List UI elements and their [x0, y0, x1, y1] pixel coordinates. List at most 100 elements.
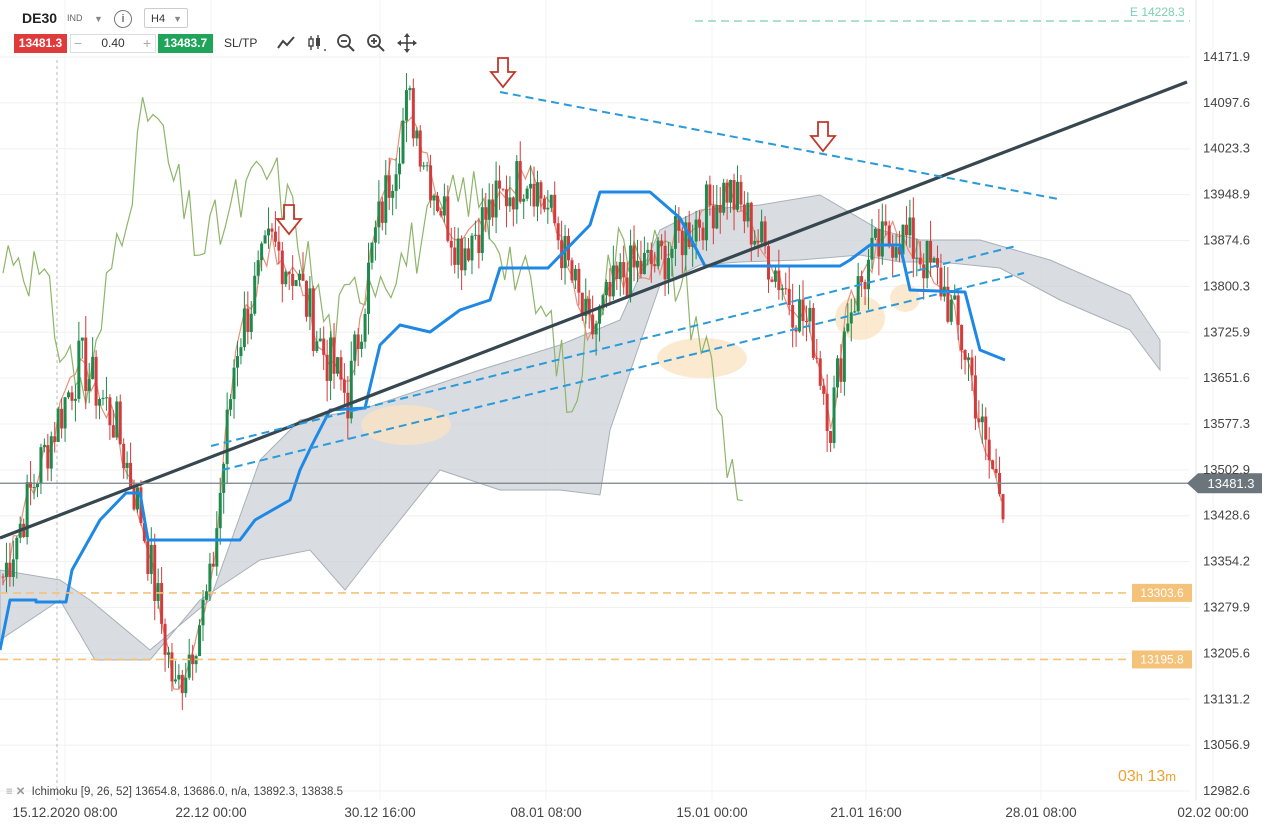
candle-body	[284, 271, 288, 285]
candle-body	[904, 224, 908, 236]
candle-body	[215, 528, 219, 567]
candle-body	[653, 264, 657, 267]
zoom-out-icon[interactable]	[336, 33, 356, 53]
highlight-zone	[657, 338, 747, 378]
candle-body	[101, 397, 105, 400]
candle-body	[670, 248, 674, 259]
candle-body	[132, 487, 136, 510]
candle-body	[804, 321, 808, 323]
trend-lines: 13481.3	[0, 80, 1262, 540]
candle-body	[311, 288, 315, 351]
candle-body	[842, 331, 846, 382]
candle-body	[73, 398, 77, 401]
timer-minutes: 13	[1147, 768, 1166, 785]
candle-body	[749, 202, 753, 245]
candle-body	[791, 304, 795, 328]
candle-body	[435, 195, 439, 211]
candle-body	[146, 541, 150, 575]
info-icon[interactable]: i	[114, 10, 132, 28]
candle-body	[301, 273, 305, 281]
current-price-tag	[1187, 473, 1262, 494]
sltp-button[interactable]: SL/TP	[224, 36, 258, 50]
candle-body	[367, 262, 371, 314]
candle-body	[187, 654, 191, 678]
candle-body	[222, 463, 226, 493]
lower-channel-line[interactable]	[221, 272, 1025, 471]
timeframe-select[interactable]: H4 ▼	[144, 8, 188, 28]
candle-body	[104, 397, 108, 399]
symbol-dropdown-icon[interactable]: ▼	[94, 14, 103, 24]
candle-body	[56, 408, 60, 442]
line-chart-icon[interactable]	[276, 33, 296, 53]
candle-body	[4, 562, 8, 578]
candle-body	[98, 399, 102, 406]
candle-body	[332, 337, 336, 374]
candle-body	[225, 409, 229, 464]
candle-body	[487, 199, 491, 220]
candle-body	[32, 487, 36, 489]
candle-body	[629, 245, 633, 297]
candle-body	[642, 252, 646, 275]
time-tick-label: 15.01 00:00	[676, 805, 747, 820]
candle-body	[308, 288, 312, 317]
volume-increase-button[interactable]: +	[143, 35, 152, 51]
candle-body	[701, 227, 705, 241]
candle-body	[753, 240, 757, 245]
candle-body	[491, 199, 495, 218]
candle-body	[42, 445, 46, 448]
candle-body	[211, 563, 215, 567]
candle-body	[825, 393, 829, 432]
candle-body	[780, 288, 784, 291]
candle-body	[91, 356, 95, 380]
upper-channel-line[interactable]	[210, 245, 1017, 447]
candle-body	[863, 282, 867, 290]
candle-body	[298, 273, 302, 281]
candle-body	[846, 323, 850, 332]
main-trend-line[interactable]	[0, 80, 1188, 540]
candle-body	[508, 197, 512, 207]
zoom-in-icon[interactable]	[366, 33, 386, 53]
price-tick-label: 13056.9	[1203, 737, 1250, 752]
volume-decrease-button[interactable]: −	[74, 35, 83, 51]
candle-body	[39, 447, 43, 484]
candle-body	[973, 375, 977, 419]
candle-body	[798, 299, 802, 332]
indicator-legend[interactable]: ≡ ✕ Ichimoku [9, 26, 52] 13654.8, 13686.0…	[6, 784, 343, 798]
candle-body	[553, 194, 557, 224]
close-icon[interactable]: ✕	[15, 786, 26, 798]
candle-body	[656, 240, 660, 267]
price-tick-label: 13354.2	[1203, 554, 1250, 569]
candles-icon[interactable]	[306, 33, 326, 53]
candle-body	[401, 120, 405, 164]
buy-price-button[interactable]: 13483.7	[158, 34, 213, 53]
candle-body	[129, 462, 133, 488]
sell-price-button[interactable]: 13481.3	[14, 34, 67, 53]
candle-body	[25, 482, 29, 538]
chikou-span	[2, 97, 743, 502]
symbol-name[interactable]: DE30	[22, 10, 58, 26]
candle-body	[473, 234, 477, 236]
candle-body	[549, 194, 553, 208]
volume-input[interactable]: 0.40	[70, 34, 156, 53]
menu-icon[interactable]: ≡	[6, 786, 13, 798]
candle-body	[763, 221, 767, 247]
candle-body	[856, 276, 860, 312]
candle-body	[832, 387, 836, 444]
candle-body	[649, 249, 653, 265]
resistance-channel-line[interactable]	[499, 91, 1059, 200]
candle-body	[911, 217, 915, 259]
candle-body	[625, 277, 629, 297]
candle-body	[342, 379, 346, 393]
timeframe-value: H4	[151, 13, 166, 25]
candle-body	[494, 180, 498, 218]
time-tick-label: 22.12 00:00	[175, 805, 246, 820]
candle-body	[498, 180, 502, 189]
move-icon[interactable]	[397, 33, 419, 55]
candle-body	[235, 356, 239, 368]
candle-body	[767, 246, 771, 280]
candle-body	[611, 265, 615, 297]
price-tick-label: 13725.9	[1203, 324, 1250, 339]
candle-body	[660, 240, 664, 246]
candle-body	[280, 250, 284, 285]
